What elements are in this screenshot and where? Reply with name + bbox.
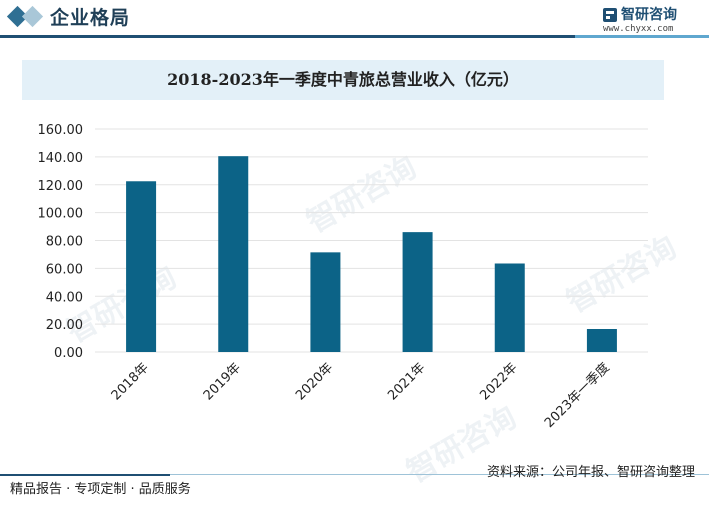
y-tick-label: 80.00 xyxy=(46,235,83,250)
y-tick-label: 40.00 xyxy=(46,290,83,305)
header: 企业格局 智研咨询 www.chyxx.com xyxy=(0,0,709,42)
bar xyxy=(494,263,525,352)
x-tick-label: 2022年 xyxy=(477,360,520,403)
y-tick-label: 60.00 xyxy=(46,262,83,277)
data-source: 资料来源：公司年报、智研咨询整理 xyxy=(486,465,695,480)
footer-tagline: 精品报告 · 专项定制 · 品质服务 xyxy=(10,482,191,497)
header-divider-accent xyxy=(575,35,709,38)
chart-title: 2018-2023年一季度中青旅总营业收入（亿元） xyxy=(167,70,519,89)
bar xyxy=(126,181,157,352)
y-tick-label: 120.00 xyxy=(38,179,84,194)
section-title: 企业格局 xyxy=(50,7,131,29)
y-tick-label: 160.00 xyxy=(38,123,84,138)
footer-divider xyxy=(0,474,170,476)
y-tick-label: 0.00 xyxy=(54,346,83,361)
y-tick-label: 100.00 xyxy=(38,207,84,222)
brand-logo-icon xyxy=(603,8,617,22)
y-tick-label: 140.00 xyxy=(38,151,84,166)
footer-divider-light xyxy=(170,474,709,475)
bar xyxy=(402,232,433,352)
y-tick-label: 20.00 xyxy=(46,318,83,333)
chart-title-bar: 2018-2023年一季度中青旅总营业收入（亿元） xyxy=(22,60,664,100)
x-tick-label: 2019年 xyxy=(201,360,244,403)
x-tick-label: 2023年一季度 xyxy=(541,360,612,431)
x-tick-label: 2021年 xyxy=(385,360,428,403)
brand-url: www.chyxx.com xyxy=(603,24,674,34)
bar xyxy=(218,156,249,352)
header-divider xyxy=(0,35,575,38)
bar xyxy=(310,252,341,352)
brand-name: 智研咨询 xyxy=(621,7,677,23)
bar xyxy=(586,329,617,352)
x-tick-label: 2018年 xyxy=(109,360,152,403)
x-tick-label: 2020年 xyxy=(293,360,336,403)
